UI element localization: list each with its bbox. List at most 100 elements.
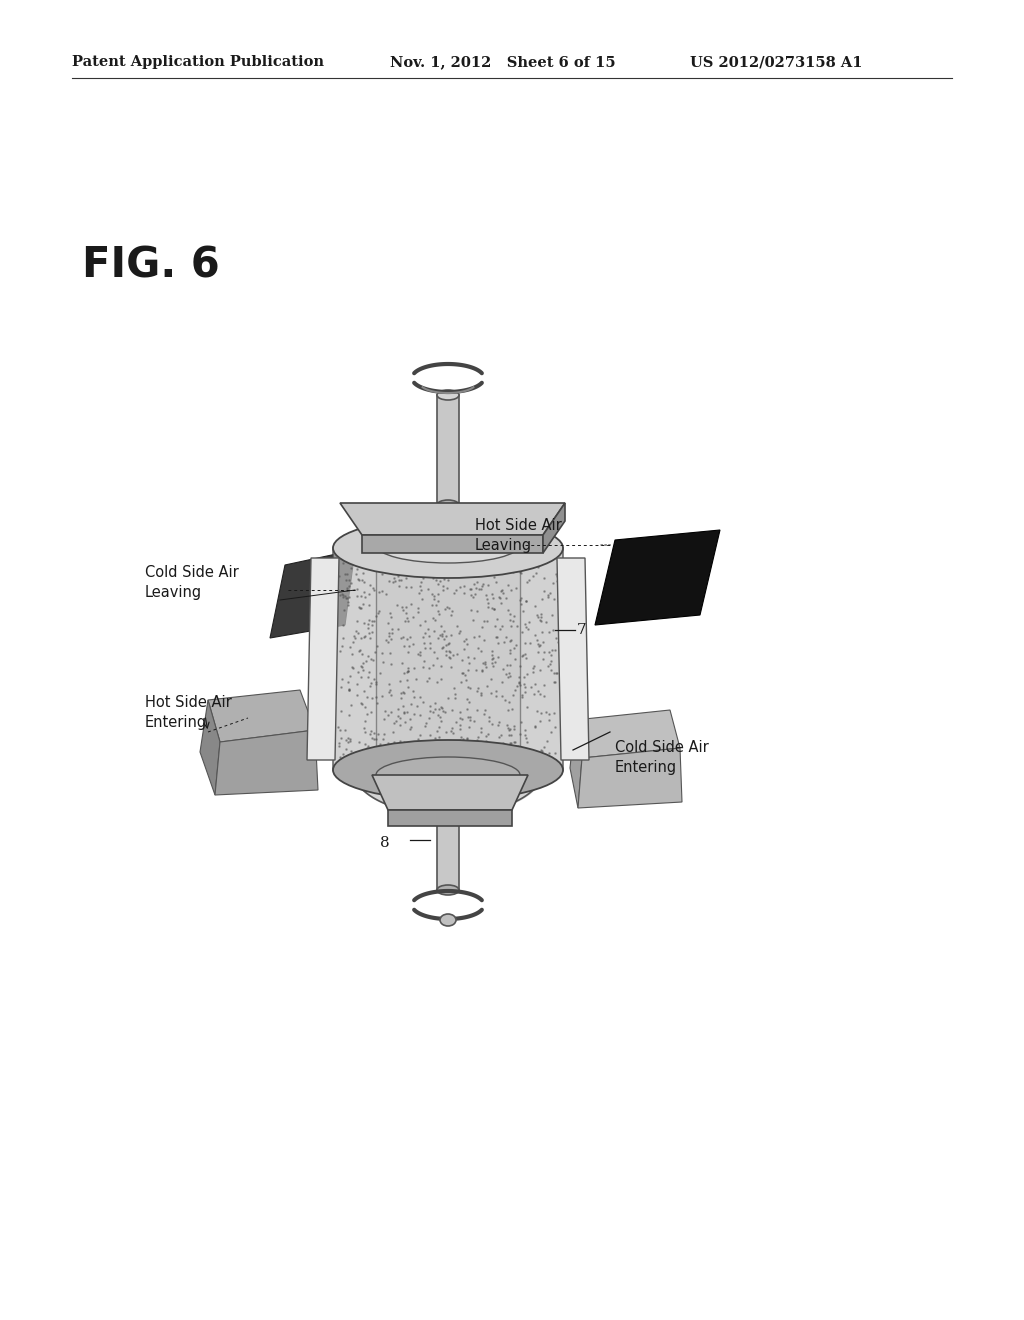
Point [480,574,497,595]
Point [342,665,358,686]
Polygon shape [340,503,565,535]
Point [372,734,388,755]
Point [527,595,544,616]
Point [500,599,516,620]
Point [396,701,413,722]
Point [522,676,539,697]
Point [487,685,504,706]
Point [502,718,518,739]
Point [510,735,526,756]
Point [419,748,435,770]
Point [417,638,433,659]
Point [344,657,360,678]
Polygon shape [437,812,459,890]
Point [549,663,565,684]
Point [526,684,543,705]
Point [350,569,367,590]
Point [515,601,531,622]
Point [354,594,371,615]
Point [509,676,525,697]
Point [399,702,416,723]
Text: 7: 7 [577,623,587,638]
Point [511,672,527,693]
Point [512,744,528,766]
Point [393,682,410,704]
Point [422,638,438,659]
Point [540,586,556,607]
Point [348,684,365,705]
Point [351,595,368,616]
Point [348,558,365,579]
Point [373,546,389,568]
Point [425,702,441,723]
Point [436,628,453,649]
Point [351,640,368,661]
Point [464,586,480,607]
Point [468,729,484,750]
Point [421,554,437,576]
Point [392,556,409,577]
Point [361,675,378,696]
Point [536,568,552,589]
Point [359,741,376,762]
Polygon shape [333,548,563,770]
Point [392,627,409,648]
Point [499,655,515,676]
Point [440,688,457,709]
Point [411,741,427,762]
Point [541,642,557,663]
Point [532,610,549,631]
Point [340,727,356,748]
Point [366,577,382,598]
Point [397,611,414,632]
Point [422,632,438,653]
Point [506,606,522,627]
Point [459,727,475,748]
Point [483,644,500,665]
Point [358,750,375,771]
Point [525,661,542,682]
Point [382,738,398,759]
Point [336,719,352,741]
Point [381,623,397,644]
Point [543,644,559,665]
Point [402,693,419,714]
Point [366,611,382,632]
Point [338,550,354,572]
Point [355,717,372,738]
Point [337,545,353,566]
Point [501,746,517,767]
Point [480,750,497,771]
Point [432,706,449,727]
Point [460,743,476,764]
Point [403,550,420,572]
Text: FIG. 6: FIG. 6 [82,244,220,286]
Point [452,620,468,642]
Ellipse shape [333,741,563,800]
Point [382,602,398,623]
Point [373,554,389,576]
Point [361,723,378,744]
Point [494,723,510,744]
Point [387,711,403,733]
Point [453,726,469,747]
Ellipse shape [376,756,520,793]
Point [469,550,485,572]
Point [382,642,398,663]
Point [479,675,496,696]
Point [394,597,411,618]
Point [341,680,357,701]
Polygon shape [578,748,682,808]
Point [342,727,358,748]
Point [473,660,489,681]
Point [415,692,431,713]
Point [517,590,534,611]
Polygon shape [557,558,589,760]
Point [473,660,489,681]
Point [332,585,348,606]
Point [500,667,516,688]
Point [529,634,546,655]
Point [534,607,550,628]
Point [437,626,454,647]
Point [395,682,412,704]
